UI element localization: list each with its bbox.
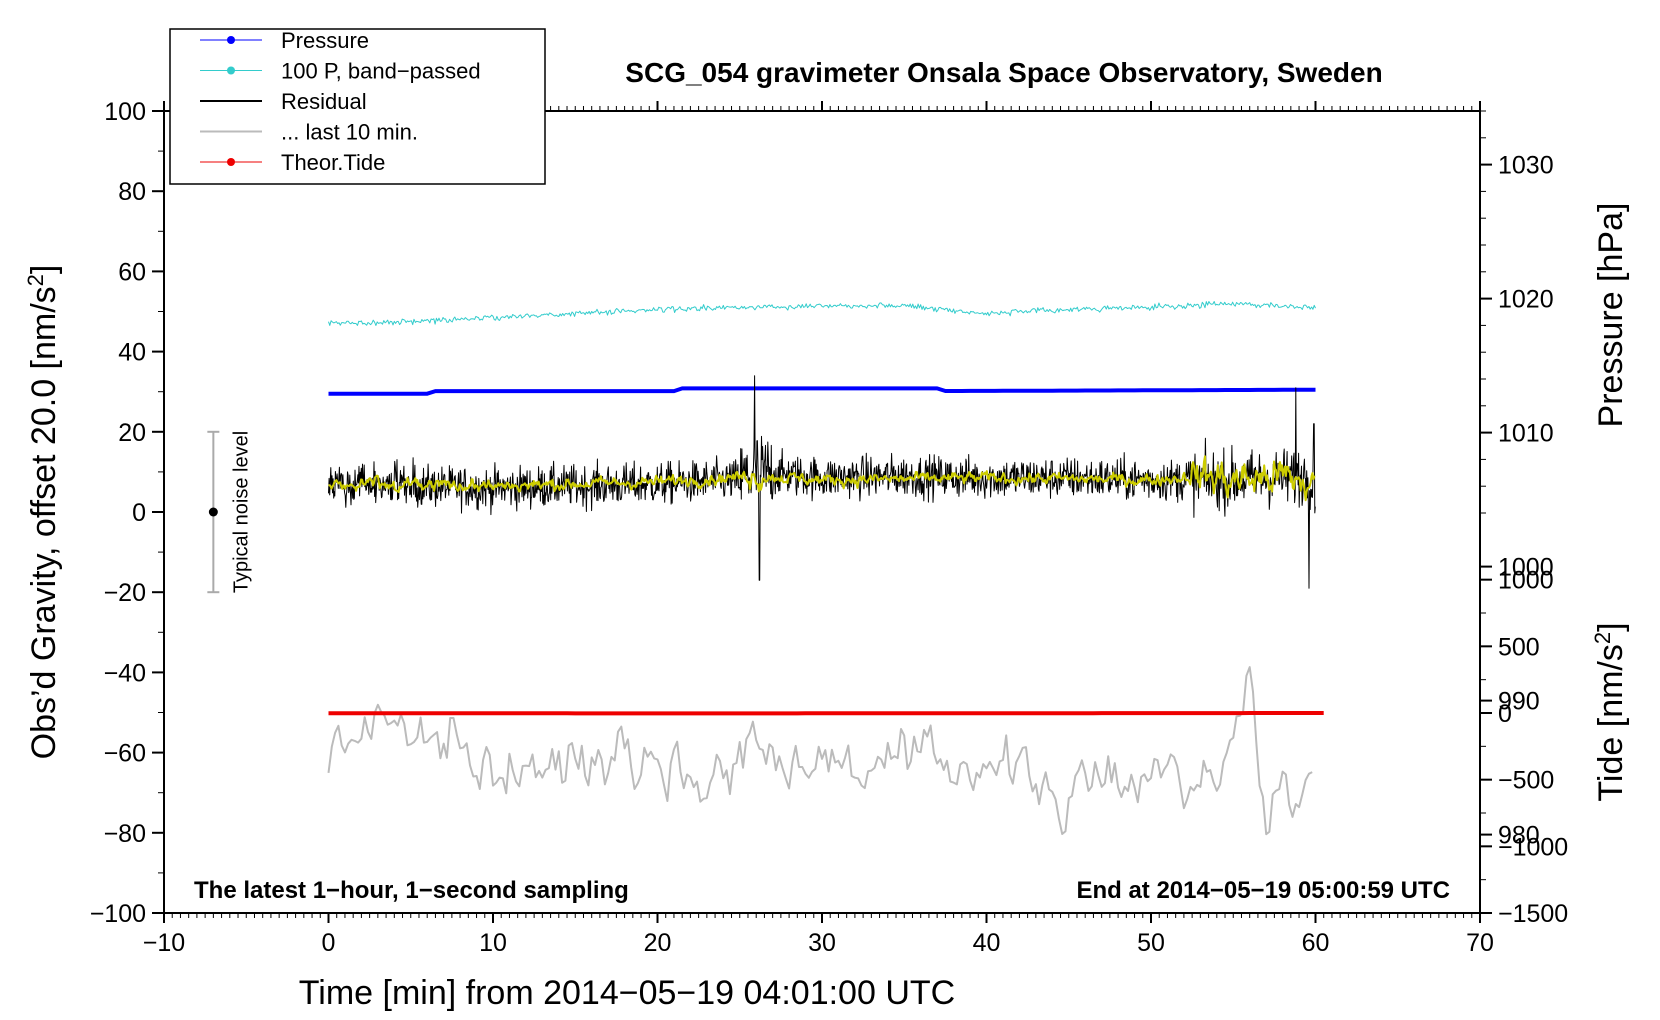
tide-tick-label: 1000 <box>1498 567 1554 595</box>
tide-tick-label: −1000 <box>1498 833 1568 861</box>
y-tick-label: 60 <box>118 258 146 286</box>
legend-label-pressure: Pressure <box>281 28 369 53</box>
y-tick-label: 100 <box>104 98 146 126</box>
x-tick-label: 10 <box>479 929 507 957</box>
noise-bar-dot <box>208 507 218 517</box>
legend-label-theor-tide: Theor.Tide <box>281 150 385 175</box>
pressure-tick-label: 990 <box>1498 688 1540 716</box>
legend-label-last-10-min: ... last 10 min. <box>281 120 418 145</box>
axes-layer: −10 0 10 20 30 40 50 60 70−100−80−60−40−20020406… <box>90 98 1569 957</box>
x-tick-label: 40 <box>973 929 1001 957</box>
y-tick-label: 80 <box>118 178 146 206</box>
noise-bar: Typical noise level <box>207 430 252 594</box>
x-tick-label: 60 <box>1302 929 1330 957</box>
x-tick-label: 20 <box>644 929 672 957</box>
chart-title: SCG_054 gravimeter Onsala Space Observat… <box>625 57 1382 88</box>
tide-tick-label: 0 <box>1498 700 1512 728</box>
x-tick-label: 0 <box>322 929 336 957</box>
x-tick-label: −10 <box>143 929 185 957</box>
legend: Pressure 100 P, band−passed Residual ... la… <box>169 28 546 185</box>
x-tick-label: 70 <box>1466 929 1494 957</box>
y-axis-title-left-tail: ] <box>25 265 63 274</box>
tide-tick-label: −500 <box>1498 767 1554 795</box>
legend-marker-100-p-band-passed <box>227 66 235 75</box>
series-layer <box>327 301 1324 836</box>
pressure-tick-label: 1000 <box>1498 554 1554 582</box>
y-tick-label: −100 <box>90 900 146 928</box>
x-tick-label: 50 <box>1137 929 1165 957</box>
legend-box <box>169 28 546 185</box>
pressure-tick-label: 980 <box>1498 822 1540 850</box>
y-tick-label: 20 <box>118 419 146 447</box>
y-axis-title-tide-text: Tide [nm/s <box>1592 644 1630 801</box>
tide-tick-label: 500 <box>1498 633 1540 661</box>
annotation-end-time: End at 2014−05−19 05:00:59 UTC <box>1076 877 1450 904</box>
y-tick-label: −60 <box>104 740 146 768</box>
legend-marker-theor-tide <box>227 158 235 166</box>
y-axis-title-tide-sup: 2 <box>1590 632 1615 644</box>
legend-label-100-p-band-passed: 100 P, band−passed <box>281 59 481 84</box>
legend-marker-pressure <box>227 36 235 44</box>
series-line-pressure <box>328 386 1316 396</box>
legend-label-residual: Residual <box>281 89 367 114</box>
y-axis-title-tide-tail: ] <box>1592 622 1630 631</box>
y-tick-label: −20 <box>104 579 146 607</box>
series-line-residual-smoothed <box>328 455 1316 502</box>
x-tick-label: 30 <box>808 929 836 957</box>
pressure-tick-label: 1010 <box>1498 420 1554 448</box>
annotation-sampling: The latest 1−hour, 1−second sampling <box>194 877 629 904</box>
series-line-last-10-min <box>327 666 1313 836</box>
y-axis-title-left: Obs’d Gravity, offset 20.0 [nm/s2] <box>23 265 63 760</box>
x-axis-title: Time [min] from 2014−05−19 04:01:00 UTC <box>299 974 955 1012</box>
y-axis-title-left-text: Obs’d Gravity, offset 20.0 [nm/s <box>25 286 63 759</box>
y-tick-label: 40 <box>118 339 146 367</box>
pressure-tick-label: 1030 <box>1498 152 1554 180</box>
noise-label: Typical noise level <box>230 431 252 593</box>
y-tick-label: −40 <box>104 659 146 687</box>
y-axis-title-tide: Tide [nm/s2] <box>1590 622 1630 801</box>
tide-tick-label: −1500 <box>1498 900 1568 928</box>
y-tick-label: 0 <box>132 499 146 527</box>
series-line-100-p-band-passed <box>328 301 1316 326</box>
y-axis-title-pressure: Pressure [hPa] <box>1592 203 1630 428</box>
y-axis-title-left-sup: 2 <box>23 274 48 286</box>
pressure-tick-label: 1020 <box>1498 286 1554 314</box>
y-tick-label: −80 <box>104 820 146 848</box>
